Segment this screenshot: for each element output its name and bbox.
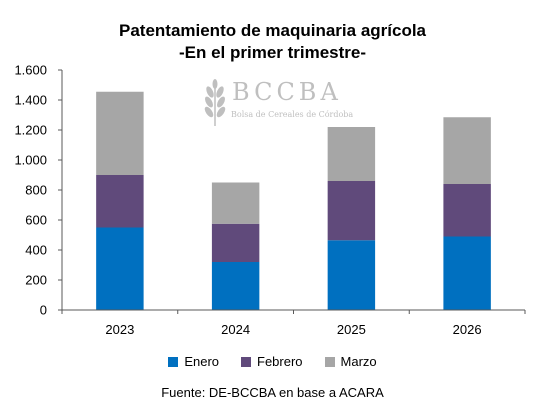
legend-swatch-marzo	[324, 356, 335, 367]
bar-enero-2024	[211, 262, 260, 310]
y-tick-label-1200: 1.200	[14, 123, 47, 138]
x-tick-label-2023: 2023	[105, 322, 134, 337]
bar-marzo-2026	[443, 117, 491, 184]
bar-febrero-2023	[96, 175, 144, 228]
y-tick-label-1600: 1.600	[14, 63, 47, 78]
legend-swatch-febrero	[241, 356, 252, 367]
y-tick-label-200: 200	[25, 273, 47, 288]
bar-marzo-2024	[211, 182, 260, 224]
y-tick-label-800: 800	[25, 183, 47, 198]
wheat-icon	[204, 79, 226, 126]
y-tick-label-400: 400	[25, 243, 47, 258]
legend-label-enero: Enero	[184, 354, 220, 369]
chart-title-block: Patentamiento de maquinaria agrícola -En…	[0, 20, 545, 64]
watermark-subtitle: Bolsa de Cereales de Córdoba	[231, 110, 354, 119]
stacked-bar-chart: 2023 2024 2025 2026 0 200 400 600 800 1.000 1.200 1…	[14, 63, 526, 337]
legend-item-enero: Enero	[168, 354, 219, 369]
bar-enero-2026	[443, 236, 491, 310]
chart-subtitle: -En el primer trimestre-	[178, 43, 367, 62]
bar-febrero-2026	[443, 184, 491, 237]
bar-enero-2025	[327, 240, 376, 310]
bar-febrero-2024	[211, 223, 260, 262]
y-tick-label-600: 600	[25, 213, 47, 228]
chart-title: Patentamiento de maquinaria agrícola	[118, 21, 427, 40]
legend-swatch-enero	[168, 356, 179, 367]
legend-label-febrero: Febrero	[257, 354, 303, 369]
x-tick-label-2025: 2025	[337, 322, 366, 337]
x-tick-label-2026: 2026	[453, 322, 482, 337]
watermark-logo-text: BCCBA	[232, 78, 342, 106]
chart-legend: Enero Febrero Marzo	[0, 354, 545, 369]
legend-item-marzo: Marzo	[324, 354, 377, 369]
bar-marzo-2023	[96, 91, 144, 175]
bar-febrero-2025	[327, 181, 376, 241]
x-tick-label-2024: 2024	[221, 322, 250, 337]
bar-marzo-2025	[327, 127, 376, 181]
bccba-watermark: BCCBA Bolsa de Cereales de Córdoba	[200, 78, 360, 128]
legend-label-marzo: Marzo	[340, 354, 377, 369]
bar-enero-2023	[96, 227, 144, 310]
y-tick-label-1000: 1.000	[14, 153, 47, 168]
source-note: Fuente: DE-BCCBA en base a ACARA	[161, 385, 384, 400]
legend-item-febrero: Febrero	[241, 354, 303, 369]
y-tick-label-1400: 1.400	[14, 93, 47, 108]
y-tick-label-0: 0	[40, 303, 47, 318]
